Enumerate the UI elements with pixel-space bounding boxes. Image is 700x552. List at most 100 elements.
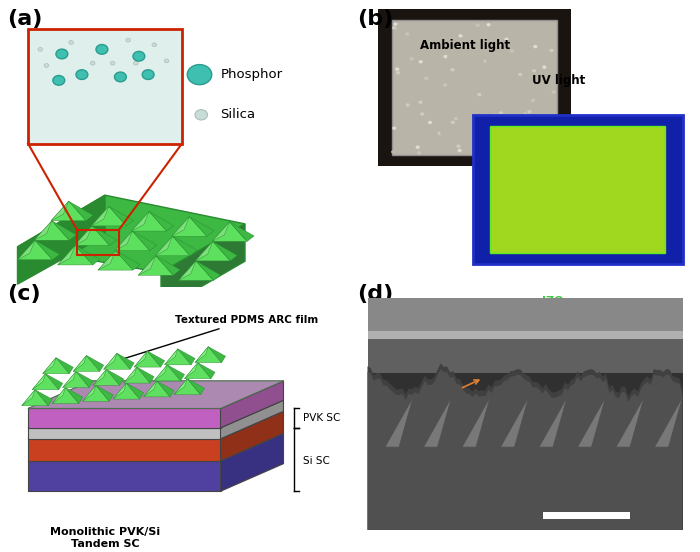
Polygon shape: [18, 240, 52, 260]
Circle shape: [510, 49, 514, 52]
Bar: [368, 298, 682, 373]
Circle shape: [90, 61, 95, 65]
Polygon shape: [115, 231, 132, 251]
Text: Monolithic PVK/Si
Tandem SC: Monolithic PVK/Si Tandem SC: [50, 527, 160, 549]
Text: (d): (d): [357, 284, 393, 304]
Circle shape: [475, 24, 480, 27]
Circle shape: [44, 63, 49, 67]
Circle shape: [493, 113, 497, 117]
Polygon shape: [28, 381, 284, 408]
Polygon shape: [34, 221, 69, 240]
Polygon shape: [220, 400, 284, 439]
Polygon shape: [52, 221, 76, 240]
Polygon shape: [195, 347, 209, 363]
Text: (a): (a): [7, 9, 43, 29]
Polygon shape: [73, 355, 99, 371]
Polygon shape: [132, 211, 149, 231]
Polygon shape: [172, 217, 189, 236]
Circle shape: [76, 70, 88, 79]
Polygon shape: [230, 222, 254, 241]
Circle shape: [535, 128, 539, 131]
Bar: [392, 20, 556, 155]
Circle shape: [455, 28, 459, 31]
Polygon shape: [34, 221, 52, 240]
Polygon shape: [212, 222, 247, 241]
Text: UV light: UV light: [532, 74, 585, 87]
Circle shape: [410, 57, 414, 61]
Circle shape: [115, 72, 126, 82]
Circle shape: [419, 60, 423, 63]
Circle shape: [56, 49, 68, 59]
Polygon shape: [109, 206, 134, 226]
Circle shape: [111, 61, 115, 65]
Polygon shape: [155, 236, 190, 256]
Circle shape: [552, 91, 556, 94]
Circle shape: [428, 121, 432, 124]
Polygon shape: [134, 351, 147, 367]
Polygon shape: [134, 351, 160, 367]
Circle shape: [430, 62, 434, 66]
Text: (c): (c): [7, 284, 41, 304]
Polygon shape: [184, 363, 211, 379]
Circle shape: [458, 149, 462, 152]
Circle shape: [458, 123, 463, 127]
Polygon shape: [58, 246, 92, 265]
Bar: [490, 126, 665, 253]
Text: (b): (b): [357, 9, 393, 29]
Polygon shape: [213, 241, 237, 261]
Circle shape: [69, 41, 74, 44]
Polygon shape: [18, 240, 35, 260]
Polygon shape: [92, 226, 116, 246]
Circle shape: [533, 45, 538, 49]
Polygon shape: [98, 251, 116, 270]
Polygon shape: [28, 428, 221, 439]
Polygon shape: [46, 374, 63, 390]
Bar: [77, 230, 119, 256]
Circle shape: [531, 99, 535, 102]
Polygon shape: [43, 358, 69, 374]
Polygon shape: [28, 411, 284, 439]
Polygon shape: [75, 226, 92, 246]
Circle shape: [523, 106, 527, 110]
Polygon shape: [189, 217, 214, 236]
Polygon shape: [43, 358, 56, 374]
Circle shape: [475, 40, 480, 44]
Circle shape: [164, 59, 169, 63]
Polygon shape: [195, 241, 230, 261]
Polygon shape: [63, 371, 76, 388]
Polygon shape: [32, 374, 59, 390]
Circle shape: [517, 126, 521, 130]
Polygon shape: [18, 195, 105, 284]
Circle shape: [443, 55, 447, 59]
Circle shape: [501, 151, 505, 155]
Circle shape: [498, 43, 503, 46]
Circle shape: [438, 131, 442, 135]
Circle shape: [416, 145, 420, 149]
Circle shape: [527, 110, 531, 114]
Polygon shape: [139, 256, 156, 275]
Polygon shape: [139, 256, 174, 275]
Circle shape: [444, 134, 449, 137]
Polygon shape: [113, 383, 139, 399]
Polygon shape: [66, 388, 83, 404]
Circle shape: [405, 103, 409, 107]
Circle shape: [408, 94, 412, 98]
Polygon shape: [52, 388, 78, 404]
Polygon shape: [76, 246, 100, 265]
Circle shape: [419, 100, 423, 104]
Polygon shape: [28, 461, 221, 491]
Polygon shape: [144, 381, 157, 397]
Circle shape: [187, 65, 211, 84]
Polygon shape: [124, 367, 136, 383]
Circle shape: [550, 49, 554, 52]
Circle shape: [434, 120, 438, 124]
Text: Textured PDMS ARC film: Textured PDMS ARC film: [118, 315, 319, 360]
Polygon shape: [56, 358, 74, 374]
Circle shape: [545, 153, 549, 157]
Circle shape: [134, 61, 138, 65]
Polygon shape: [220, 381, 284, 428]
Text: PCBM/ZnO: PCBM/ZnO: [385, 380, 479, 413]
Polygon shape: [28, 439, 221, 461]
Polygon shape: [87, 355, 104, 371]
Circle shape: [539, 121, 543, 124]
